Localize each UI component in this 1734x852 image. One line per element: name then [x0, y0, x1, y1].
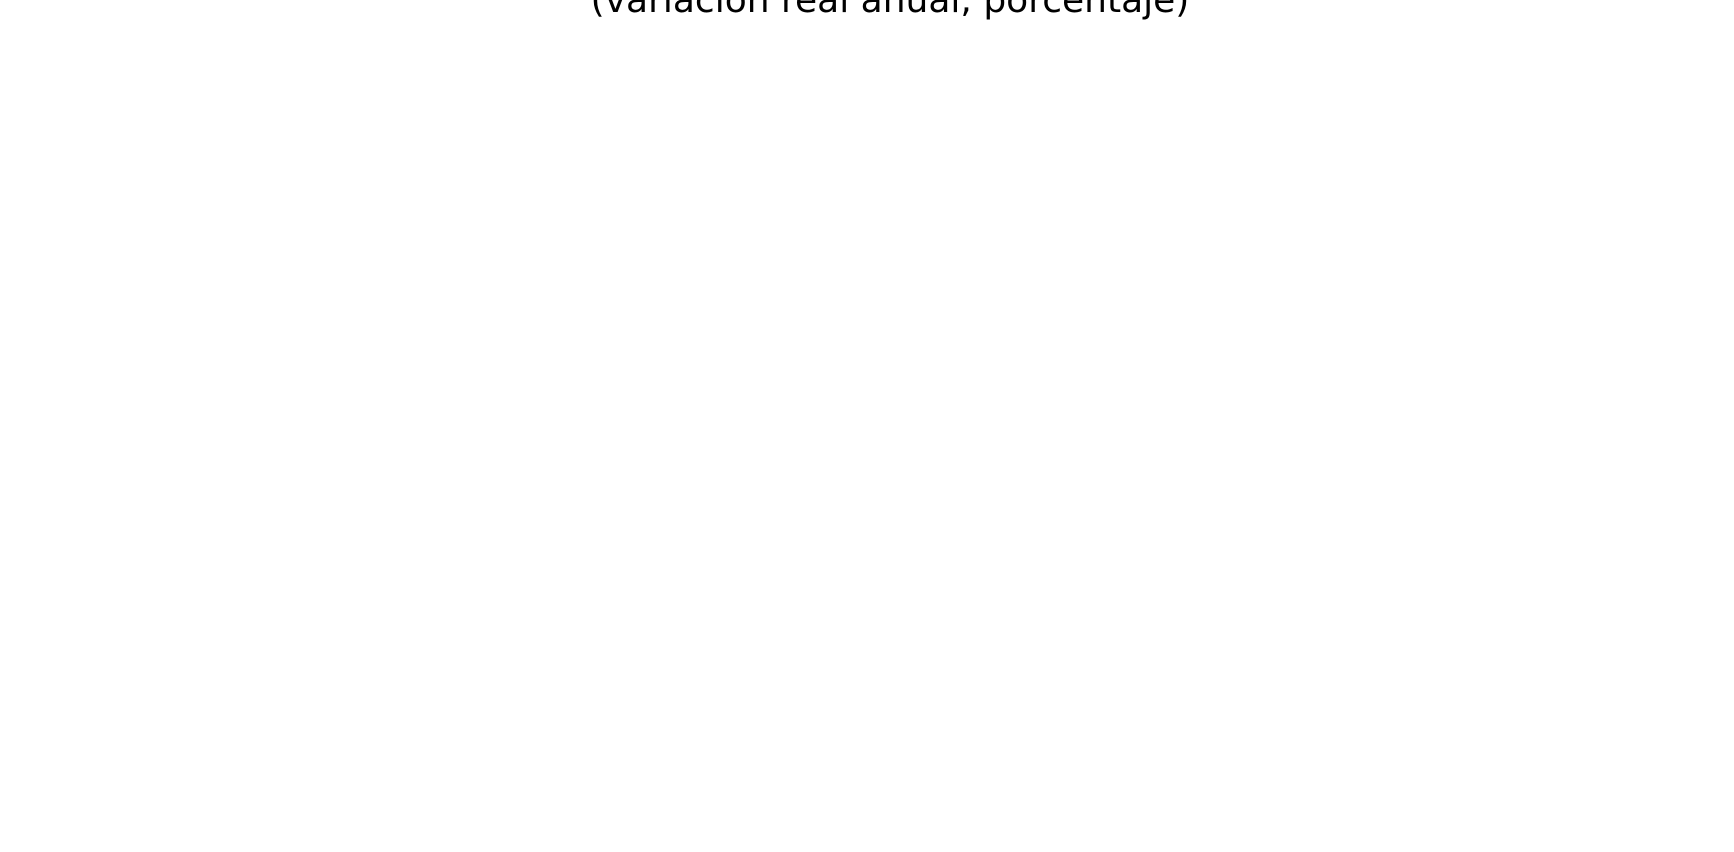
chart-subtitle: (variación real anual, porcentaje)	[591, 0, 1190, 21]
